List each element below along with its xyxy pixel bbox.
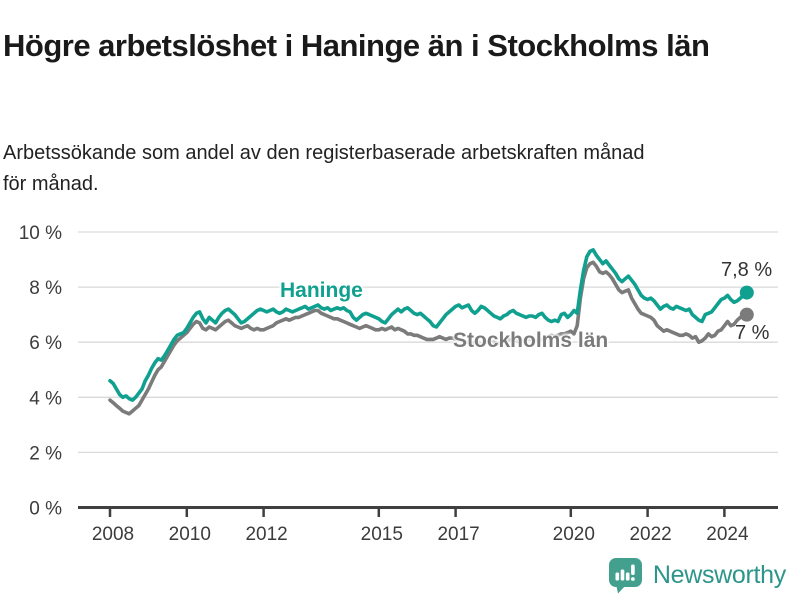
x-tick-label: 2012 xyxy=(245,524,287,545)
x-tick-label: 2024 xyxy=(706,524,749,545)
x-tick-label: 2017 xyxy=(437,524,479,545)
x-tick-label: 2020 xyxy=(553,524,595,545)
page-title: Högre arbetslöshet i Haninge än i Stockh… xyxy=(3,27,710,63)
series-label-haninge: Haninge xyxy=(280,279,363,302)
x-tick-label: 2015 xyxy=(361,524,403,545)
newsworthy-logo: Newsworthy xyxy=(608,557,786,594)
chart-subtitle: Arbetssökande som andel av den registerb… xyxy=(3,142,645,195)
y-tick-label: 6 % xyxy=(29,333,62,354)
series-line-haninge xyxy=(108,248,749,402)
series-end-dot-stockholms-län xyxy=(739,307,754,322)
y-tick-label: 10 % xyxy=(19,223,62,244)
y-tick-label: 4 % xyxy=(29,388,62,409)
bar-chart-speech-bubble-icon xyxy=(608,558,642,594)
y-tick-label: 0 % xyxy=(29,499,62,520)
y-tick-label: 8 % xyxy=(29,278,62,299)
y-tick-label: 2 % xyxy=(29,443,62,464)
x-tick-label: 2008 xyxy=(92,524,134,545)
brand-wordmark: Newsworthy xyxy=(652,561,786,589)
end-value-haninge: 7,8 % xyxy=(721,259,773,281)
series-end-dot-haninge xyxy=(739,285,754,300)
series-line-stockholms-län xyxy=(108,260,749,416)
x-tick-label: 2010 xyxy=(169,524,211,545)
series-label-stockholms-lan: Stockholms län xyxy=(453,329,609,352)
x-tick-label: 2022 xyxy=(629,524,671,545)
end-value-stockholms-lan: 7 % xyxy=(735,322,770,344)
